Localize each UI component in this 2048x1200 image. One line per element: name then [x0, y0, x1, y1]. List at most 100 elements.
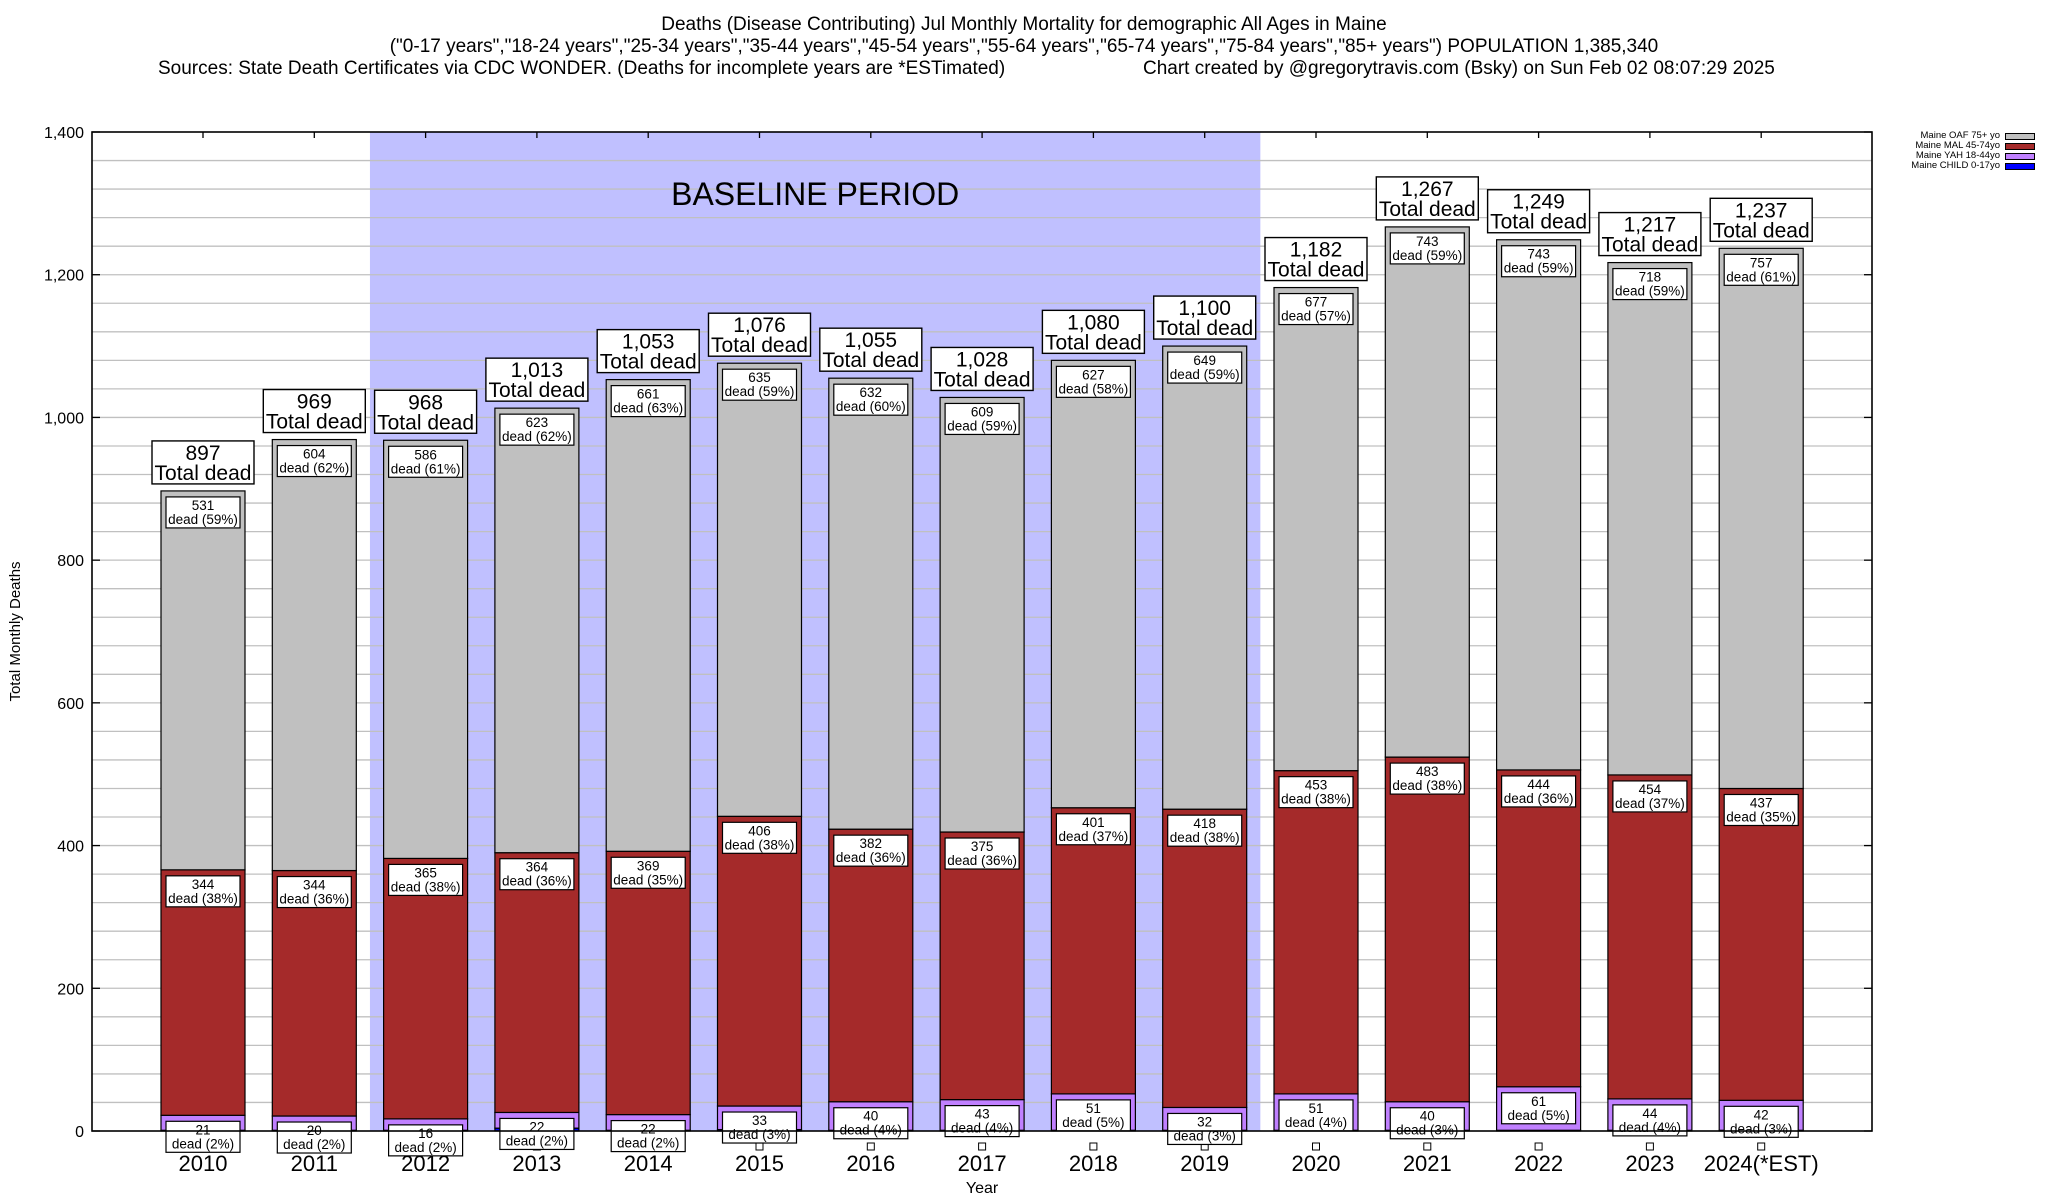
- segment-label-box: [276, 1121, 352, 1154]
- segment-label-box: [721, 368, 798, 401]
- segment-value-label: 42: [1754, 1107, 1769, 1122]
- total-value-label: 1,080: [1067, 311, 1120, 334]
- empty-child-label-box: [1534, 1142, 1543, 1151]
- bar-segment: [383, 439, 469, 860]
- empty-child-label-box: [1645, 1142, 1654, 1151]
- total-value-label: 1,013: [511, 359, 564, 382]
- segment-value-label: 454: [1639, 782, 1662, 797]
- x-tick-label: 2015: [735, 1151, 784, 1176]
- segment-label-box: [165, 496, 241, 529]
- segment-label-box: [1500, 245, 1577, 278]
- total-dead-label: Total dead: [1045, 331, 1142, 354]
- segment-value-label: 649: [1193, 353, 1216, 368]
- total-value-label: 1,267: [1401, 178, 1454, 201]
- segment-label-box: [1055, 1099, 1132, 1132]
- segment-pct-label: dead (59%): [168, 512, 238, 527]
- segment-value-label: 51: [1086, 1101, 1101, 1116]
- x-tick-label: 2010: [179, 1151, 228, 1176]
- segment-value-label: 677: [1305, 295, 1328, 310]
- total-dead-label: Total dead: [1601, 234, 1698, 257]
- bar-segment: [271, 438, 357, 872]
- segment-pct-label: dead (59%): [725, 384, 795, 399]
- segment-pct-label: dead (38%): [391, 879, 461, 894]
- bar-segment: [1273, 770, 1359, 1095]
- segment-value-label: 627: [1082, 367, 1105, 382]
- bar-segment: [828, 828, 914, 1103]
- segment-pct-label: dead (4%): [951, 1121, 1013, 1136]
- legend-label: Maine CHILD 0-17yo: [1911, 160, 2000, 171]
- bar-segment: [271, 869, 357, 1117]
- total-value-label: 969: [297, 391, 332, 414]
- segment-pct-label: dead (59%): [1170, 367, 1240, 382]
- segment-pct-label: dead (38%): [725, 837, 795, 852]
- legend-swatch: [2005, 162, 2035, 170]
- total-dead-label: Total dead: [488, 379, 585, 402]
- segment-value-label: 32: [1197, 1114, 1212, 1129]
- segment-pct-label: dead (2%): [394, 1140, 456, 1155]
- segment-label-box: [1612, 780, 1688, 813]
- segment-pct-label: dead (2%): [506, 1133, 568, 1148]
- segment-pct-label: dead (37%): [1615, 796, 1685, 811]
- segment-value-label: 43: [975, 1107, 990, 1122]
- segment-value-label: 44: [1642, 1106, 1658, 1121]
- segment-label-box: [388, 445, 464, 478]
- bar-segment: [1384, 756, 1470, 1103]
- segment-value-label: 609: [971, 404, 994, 419]
- segment-label-box: [499, 413, 575, 446]
- segment-label-box: [1278, 292, 1354, 326]
- bar-segment: [1495, 239, 1582, 771]
- bar-segment: [383, 857, 469, 1120]
- legend-item: Maine CHILD 0-17yo: [1880, 161, 2035, 171]
- x-tick-label: 2016: [846, 1151, 895, 1176]
- segment-pct-label: dead (35%): [613, 872, 683, 887]
- segment-pct-label: dead (4%): [1619, 1120, 1681, 1135]
- segment-label-box: [944, 837, 1020, 870]
- bar-segment: [1607, 774, 1693, 1100]
- segment-pct-label: dead (2%): [283, 1137, 345, 1152]
- total-label-box: [1598, 211, 1702, 257]
- segment-label-box: [1167, 1112, 1243, 1146]
- total-dead-label: Total dead: [1268, 259, 1365, 282]
- segment-pct-label: dead (61%): [391, 461, 461, 476]
- total-value-label: 1,053: [622, 331, 675, 354]
- segment-label-box: [833, 383, 909, 416]
- segment-label-box: [944, 402, 1020, 436]
- bar-segment: [605, 379, 691, 852]
- total-label-box: [151, 440, 255, 485]
- segment-pct-label: dead (37%): [1059, 829, 1129, 844]
- segment-value-label: 406: [748, 823, 771, 838]
- legend-label: Maine OAF 75+ yo: [1920, 130, 2000, 141]
- x-tick-label: 2021: [1403, 1151, 1452, 1176]
- y-tick-label: 1,000: [44, 410, 84, 427]
- segment-label-box: [499, 1117, 575, 1151]
- segment-label-box: [1723, 1105, 1799, 1138]
- segment-value-label: 604: [303, 447, 326, 462]
- segment-pct-label: dead (60%): [836, 399, 906, 414]
- segment-label-box: [1278, 776, 1354, 809]
- segment-label-box: [165, 1120, 241, 1153]
- total-label-box: [707, 312, 812, 357]
- segment-label-box: [1612, 267, 1688, 301]
- segment-label-box: [721, 1111, 798, 1144]
- segment-pct-label: dead (38%): [1392, 778, 1462, 793]
- bar-segment: [605, 850, 691, 1116]
- total-value-label: 1,182: [1290, 239, 1343, 262]
- segment-value-label: 757: [1750, 255, 1773, 270]
- segment-pct-label: dead (59%): [1615, 284, 1685, 299]
- segment-value-label: 718: [1639, 270, 1662, 285]
- segment-label-box: [1055, 365, 1132, 398]
- total-value-label: 897: [185, 442, 220, 465]
- x-tick-label: 2023: [1625, 1151, 1674, 1176]
- bar-segment: [1718, 787, 1804, 1101]
- segment-label-box: [1723, 253, 1799, 286]
- segment-pct-label: dead (61%): [1726, 269, 1796, 284]
- segment-label-box: [499, 858, 575, 891]
- segment-pct-label: dead (62%): [279, 461, 349, 476]
- segment-pct-label: dead (2%): [617, 1136, 679, 1151]
- segment-value-label: 344: [192, 877, 215, 892]
- bar-segment: [716, 815, 803, 1107]
- total-label-box: [1486, 189, 1591, 234]
- segment-pct-label: dead (2%): [172, 1136, 234, 1151]
- segment-label-box: [1167, 814, 1243, 847]
